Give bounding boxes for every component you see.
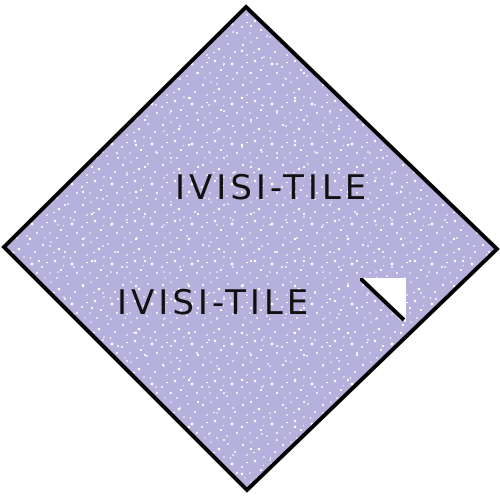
corner-flag-icon xyxy=(360,278,406,322)
tile-label-secondary: IVISI-TILE xyxy=(117,283,313,323)
tile-label-primary: IVISI-TILE xyxy=(175,168,371,208)
